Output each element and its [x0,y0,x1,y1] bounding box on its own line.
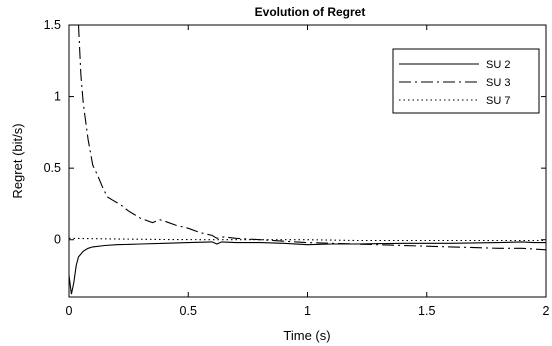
y-tick-label: 0.5 [44,161,61,175]
x-tick-label: 1 [304,304,311,318]
legend-label: SU 3 [486,77,510,89]
y-tick-label: 1.5 [44,18,61,32]
legend-label: SU 7 [486,95,510,107]
y-tick-label: 1 [54,90,61,104]
y-axis-ticks: 0 0.5 1 1.5 [44,18,546,247]
x-tick-label: 0 [66,304,73,318]
chart-title: Evolution of Regret [255,5,366,19]
legend-box [392,48,540,114]
series-line-su-3 [77,25,546,251]
x-tick-label: 2 [543,304,550,318]
y-axis-label: Regret (bit/s) [10,123,25,198]
series-lines [69,25,546,295]
series-line-su-2 [69,241,546,295]
legend: SU 2 SU 3 SU 7 [392,48,540,114]
series-line-su-7 [69,237,546,242]
x-tick-label: 1.5 [418,304,435,318]
x-axis-ticks: 0 0.5 1 1.5 2 [66,25,550,318]
legend-label: SU 2 [486,59,510,71]
x-tick-label: 0.5 [180,304,197,318]
x-axis-label: Time (s) [283,328,330,343]
legend-items: SU 2 SU 3 SU 7 [399,59,510,107]
y-tick-label: 0 [54,233,61,247]
